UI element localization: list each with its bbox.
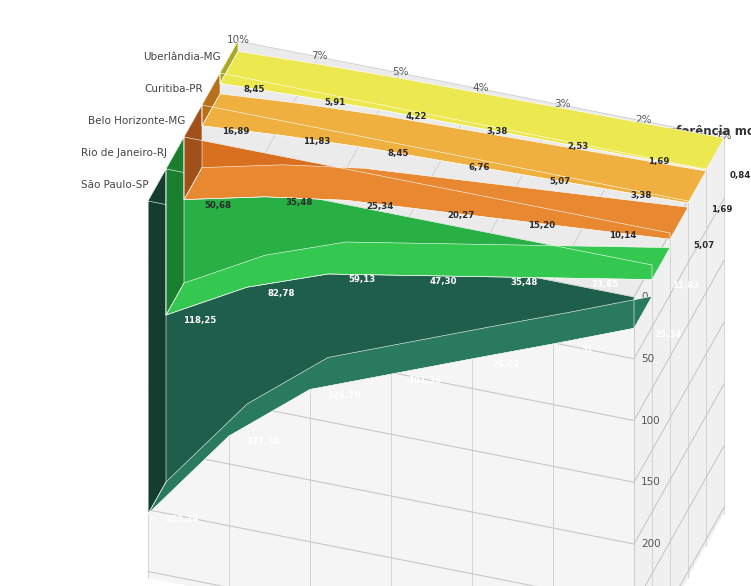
Polygon shape: [202, 73, 220, 126]
Polygon shape: [634, 137, 724, 586]
Text: 126,70: 126,70: [327, 391, 360, 400]
Text: Transferência modal: Transferência modal: [641, 125, 751, 138]
Text: 76,02: 76,02: [493, 360, 520, 369]
Text: Belo Horizonte-MG: Belo Horizonte-MG: [88, 116, 185, 126]
Text: 1,69: 1,69: [648, 156, 670, 165]
Polygon shape: [184, 165, 688, 239]
Polygon shape: [148, 201, 634, 514]
Text: 10,14: 10,14: [609, 231, 637, 240]
Polygon shape: [148, 41, 724, 297]
Text: 3%: 3%: [553, 99, 570, 109]
Text: Rio de Janeiro-RJ: Rio de Janeiro-RJ: [81, 148, 167, 158]
Text: 177,38: 177,38: [246, 438, 280, 447]
Text: 3,38: 3,38: [487, 127, 508, 135]
Text: São Paulo-SP: São Paulo-SP: [81, 180, 149, 190]
Text: 50: 50: [641, 354, 654, 364]
Polygon shape: [184, 105, 202, 200]
Text: 59,13: 59,13: [348, 275, 376, 284]
Polygon shape: [148, 201, 634, 586]
Text: 1,69: 1,69: [711, 205, 733, 213]
Text: 20,27: 20,27: [448, 212, 475, 220]
Polygon shape: [166, 137, 184, 315]
Text: 8,45: 8,45: [243, 85, 264, 94]
Text: 100: 100: [641, 415, 661, 425]
Text: 25,34: 25,34: [654, 330, 682, 339]
Text: 4,22: 4,22: [406, 112, 427, 121]
Polygon shape: [166, 242, 670, 315]
Text: 5%: 5%: [392, 67, 409, 77]
Text: 35,48: 35,48: [511, 278, 538, 287]
Text: 118,25: 118,25: [183, 316, 216, 325]
Text: 50,68: 50,68: [204, 201, 231, 210]
Text: 0,84: 0,84: [729, 172, 751, 180]
Text: 11,83: 11,83: [672, 281, 700, 290]
Polygon shape: [220, 52, 724, 170]
Text: 10%: 10%: [227, 35, 249, 45]
Text: 5,07: 5,07: [693, 241, 715, 250]
Text: 51: 51: [581, 345, 593, 355]
Text: 3,38: 3,38: [630, 190, 652, 200]
Text: Curitiba-PR: Curitiba-PR: [144, 84, 203, 94]
Text: 7%: 7%: [311, 51, 327, 61]
Text: 200: 200: [641, 539, 661, 549]
Text: 6,76: 6,76: [469, 163, 490, 172]
Text: 5,07: 5,07: [550, 177, 571, 186]
Text: 16,89: 16,89: [222, 127, 249, 137]
Text: 150: 150: [641, 477, 661, 487]
Polygon shape: [202, 94, 706, 203]
Text: 35,48: 35,48: [285, 198, 312, 207]
Text: 0: 0: [641, 292, 647, 302]
Text: 25,34: 25,34: [366, 202, 394, 211]
Polygon shape: [148, 169, 166, 514]
Text: 4%: 4%: [472, 83, 489, 93]
Text: 101,36: 101,36: [409, 376, 442, 384]
Polygon shape: [166, 169, 652, 315]
Text: 47,30: 47,30: [430, 277, 457, 286]
Text: 5,91: 5,91: [324, 98, 345, 107]
Text: 15,20: 15,20: [529, 221, 556, 230]
Text: 2%: 2%: [635, 115, 651, 125]
Polygon shape: [202, 105, 688, 203]
Text: 253,39: 253,39: [165, 515, 199, 524]
Text: 8,45: 8,45: [388, 149, 409, 158]
Text: 82,78: 82,78: [267, 289, 295, 298]
Text: Uberlândia-MG: Uberlândia-MG: [143, 52, 221, 62]
Text: 2,53: 2,53: [568, 142, 589, 151]
Text: 1%: 1%: [716, 131, 732, 141]
Polygon shape: [220, 73, 706, 170]
Polygon shape: [148, 297, 652, 514]
Polygon shape: [220, 41, 238, 83]
Text: 23,65: 23,65: [591, 280, 619, 289]
Text: 11,83: 11,83: [303, 137, 330, 146]
Polygon shape: [184, 137, 670, 239]
